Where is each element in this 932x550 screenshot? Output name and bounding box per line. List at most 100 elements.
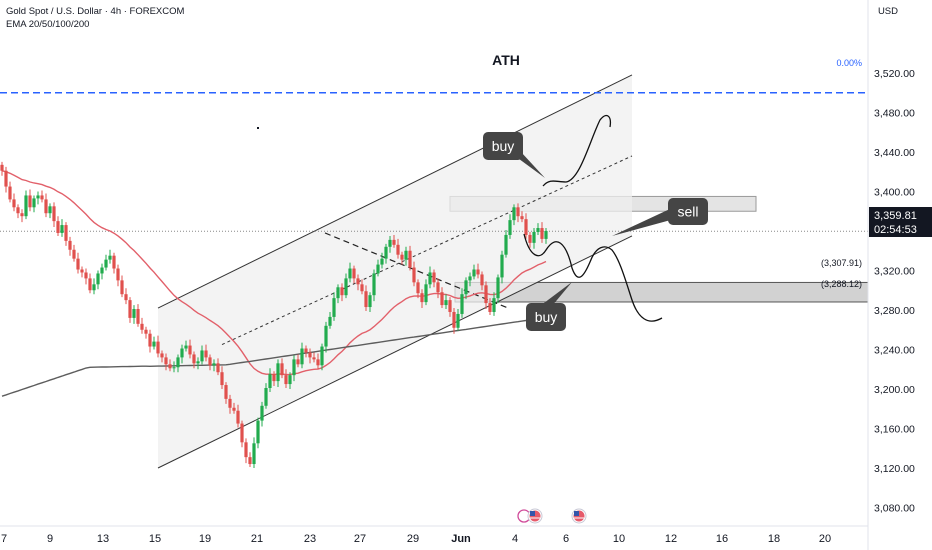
candle[interactable] [440, 292, 444, 306]
candle[interactable] [52, 206, 56, 222]
candle[interactable] [16, 207, 20, 214]
candle[interactable] [12, 199, 16, 208]
candle[interactable] [208, 357, 212, 366]
bull-projection-curve[interactable] [542, 114, 612, 187]
candle[interactable] [72, 249, 76, 259]
candle[interactable] [532, 231, 536, 243]
candle[interactable] [312, 357, 316, 360]
candle[interactable] [232, 407, 236, 411]
candle[interactable] [476, 269, 480, 275]
candle[interactable] [80, 269, 84, 273]
candle[interactable] [24, 195, 28, 217]
buy-lower-callout[interactable]: buy [526, 282, 572, 331]
candle[interactable] [176, 357, 180, 368]
candle[interactable] [240, 423, 244, 443]
candle[interactable] [104, 259, 108, 268]
us-event-icon[interactable] [527, 508, 543, 524]
sell-callout[interactable]: sell [612, 198, 708, 236]
candle[interactable] [392, 239, 396, 245]
candle[interactable] [384, 246, 388, 259]
candle[interactable] [124, 294, 128, 301]
descending-trendline[interactable] [324, 232, 509, 309]
candle[interactable] [424, 284, 428, 303]
candle[interactable] [236, 410, 240, 424]
candle[interactable] [280, 363, 284, 376]
candle[interactable] [452, 311, 456, 328]
candle[interactable] [516, 207, 520, 217]
candle[interactable] [244, 442, 248, 458]
candle[interactable] [252, 443, 256, 465]
candle[interactable] [272, 374, 276, 382]
candle[interactable] [248, 457, 252, 465]
candle[interactable] [360, 284, 364, 292]
candle[interactable] [128, 300, 132, 318]
candle[interactable] [156, 341, 160, 354]
candle[interactable] [364, 291, 368, 308]
candle[interactable] [228, 398, 232, 408]
candle[interactable] [64, 225, 68, 241]
candle[interactable] [540, 228, 544, 239]
candle[interactable] [96, 273, 100, 285]
candle[interactable] [120, 280, 124, 295]
candle[interactable] [428, 272, 432, 285]
candle[interactable] [528, 234, 532, 243]
candle[interactable] [100, 267, 104, 274]
candle[interactable] [288, 375, 292, 385]
candle[interactable] [348, 268, 352, 279]
candle[interactable] [508, 220, 512, 235]
candle[interactable] [144, 329, 148, 334]
candle[interactable] [136, 309, 140, 324]
candle[interactable] [32, 198, 36, 208]
candle[interactable] [488, 303, 492, 312]
candle[interactable] [376, 264, 380, 274]
candle[interactable] [212, 363, 216, 366]
candle[interactable] [344, 278, 348, 296]
candle[interactable] [380, 258, 384, 265]
candle[interactable] [296, 359, 300, 365]
candle[interactable] [484, 285, 488, 304]
candle[interactable] [468, 276, 472, 281]
candle[interactable] [48, 206, 52, 214]
candle[interactable] [496, 277, 500, 299]
bear-projection-curve[interactable] [523, 233, 663, 322]
candle[interactable] [168, 364, 172, 369]
candle[interactable] [536, 228, 540, 232]
candle[interactable] [116, 268, 120, 281]
candle[interactable] [140, 323, 144, 330]
candle[interactable] [220, 372, 224, 386]
candle[interactable] [464, 280, 468, 295]
candle[interactable] [352, 268, 356, 279]
channel-upper-line[interactable] [157, 74, 633, 309]
candle[interactable] [68, 240, 72, 250]
candle[interactable] [204, 350, 208, 358]
candle[interactable] [412, 267, 416, 283]
candle[interactable] [316, 359, 320, 366]
candle[interactable] [356, 278, 360, 285]
candle[interactable] [420, 293, 424, 303]
candle[interactable] [524, 219, 528, 235]
candle[interactable] [200, 350, 204, 362]
candle[interactable] [388, 239, 392, 247]
candle[interactable] [216, 363, 220, 373]
candle[interactable] [324, 325, 328, 347]
candle[interactable] [132, 309, 136, 318]
candle[interactable] [332, 298, 336, 317]
candle[interactable] [88, 278, 92, 291]
candle[interactable] [368, 295, 372, 308]
candle[interactable] [520, 216, 524, 220]
candle[interactable] [60, 225, 64, 233]
candle[interactable] [92, 284, 96, 291]
candle[interactable] [328, 316, 332, 326]
buy-upper-callout[interactable]: buy [483, 132, 545, 178]
candle[interactable] [432, 272, 436, 283]
candle[interactable] [492, 298, 496, 312]
candle[interactable] [8, 186, 12, 200]
candle[interactable] [372, 273, 376, 296]
candle[interactable] [148, 333, 152, 347]
candle[interactable] [456, 313, 460, 328]
candle[interactable] [164, 357, 168, 365]
indicator-legend[interactable]: EMA 20/50/100/200 [6, 19, 90, 30]
candle[interactable] [268, 374, 272, 389]
candle[interactable] [152, 341, 156, 347]
